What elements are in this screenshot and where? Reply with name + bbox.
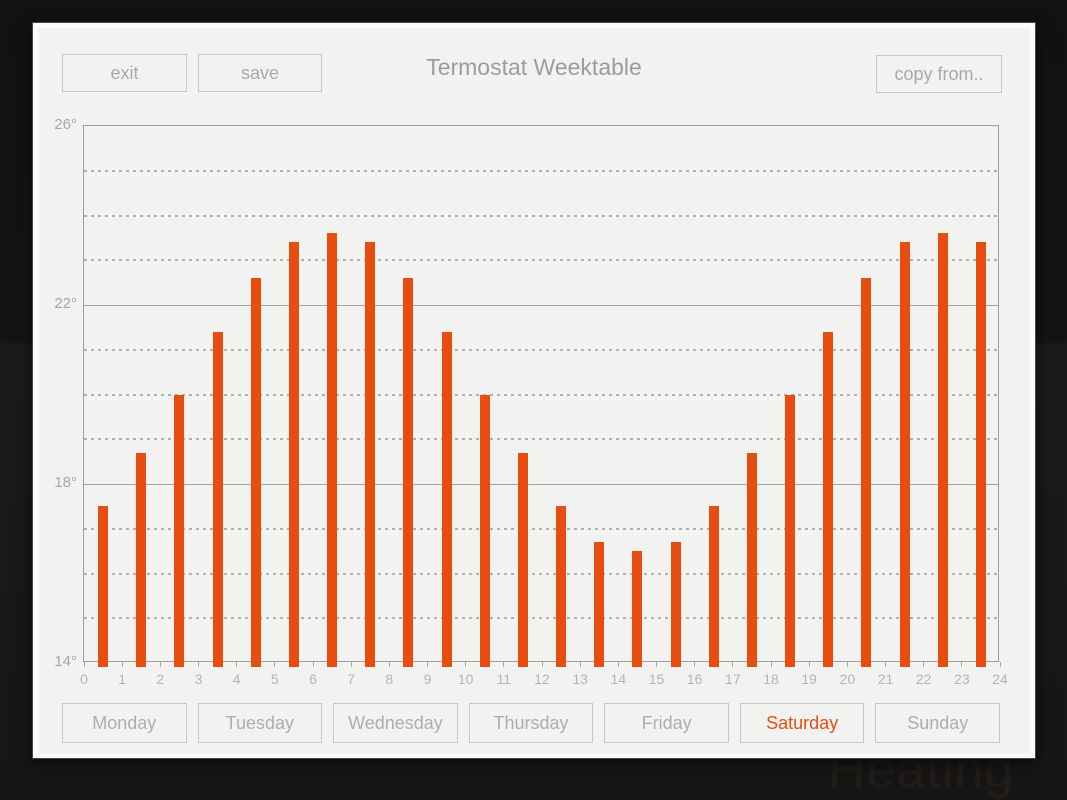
y-axis-label-26: 26° [54, 116, 77, 133]
exit-button[interactable]: exit [62, 54, 187, 92]
bar-hour-14[interactable] [632, 551, 643, 667]
bar-hour-16[interactable] [708, 506, 719, 667]
x-axis-tick-3 [198, 662, 199, 667]
x-axis-label-17: 17 [725, 671, 741, 687]
day-tab-wednesday[interactable]: Wednesday [333, 703, 458, 743]
x-axis-label-16: 16 [686, 671, 703, 687]
x-axis-label-19: 19 [801, 671, 817, 687]
x-axis-label-8: 8 [385, 671, 394, 687]
bar-hour-22[interactable] [937, 233, 948, 667]
x-axis-label-12: 12 [534, 671, 550, 687]
bar-hour-13[interactable] [594, 542, 605, 667]
save-button[interactable]: save [198, 54, 322, 92]
x-axis-label-23: 23 [954, 671, 970, 687]
gridline-minor [84, 214, 998, 217]
x-axis-label-14: 14 [610, 671, 627, 687]
bar-hour-8[interactable] [403, 278, 414, 667]
x-axis-label-22: 22 [915, 671, 932, 687]
x-axis-label-5: 5 [270, 671, 279, 687]
x-axis-tick-1 [121, 662, 123, 667]
day-tab-sunday[interactable]: Sunday [875, 703, 1001, 743]
x-axis-tick-0 [83, 662, 85, 667]
x-axis-label-1: 1 [118, 671, 127, 687]
x-axis-label-11: 11 [496, 671, 512, 687]
bar-hour-1[interactable] [136, 452, 147, 667]
x-axis-label-2: 2 [156, 671, 165, 687]
plot-area: 0 1 2 3 4 5 6 7 8 9 10 11 12 13 14 15 16 17 18 19 20 21 22 23 24 [80, 125, 1008, 687]
x-axis-label-3: 3 [194, 671, 203, 687]
bar-hour-19[interactable] [823, 331, 834, 667]
bar-hour-10[interactable] [479, 394, 490, 667]
x-axis-tick-15 [656, 662, 657, 667]
x-axis-tick-10 [465, 662, 467, 667]
copy-from-button[interactable]: copy from.. [876, 55, 1002, 93]
bar-hour-23[interactable] [975, 242, 986, 667]
x-axis-tick-6 [312, 662, 314, 667]
x-axis-label-6: 6 [309, 671, 317, 687]
bar-hour-9[interactable] [441, 331, 452, 667]
day-tab-thursday[interactable]: Thursday [468, 703, 594, 743]
bar-hour-2[interactable] [174, 394, 185, 667]
bar-hour-18[interactable] [785, 394, 796, 667]
x-axis-tick-16 [694, 662, 696, 667]
x-axis-tick-18 [770, 662, 772, 667]
bar-hour-21[interactable] [899, 242, 910, 667]
x-axis-tick-24 [999, 662, 1001, 667]
day-tab-monday[interactable]: Monday [62, 703, 187, 743]
bar-hour-15[interactable] [670, 542, 681, 667]
day-tab-tuesday[interactable]: Tuesday [197, 703, 323, 743]
x-axis-tick-7 [350, 662, 352, 667]
x-axis-label-20: 20 [839, 671, 856, 687]
bar-hour-20[interactable] [861, 278, 872, 667]
x-axis-tick-21 [885, 662, 886, 667]
x-axis-tick-23 [961, 662, 963, 667]
x-axis-tick-12 [541, 662, 543, 667]
bar-hour-4[interactable] [250, 278, 261, 667]
x-axis-tick-4 [236, 662, 238, 667]
x-axis-tick-20 [846, 662, 848, 667]
bar-hour-17[interactable] [746, 452, 757, 667]
bar-hour-6[interactable] [327, 233, 338, 667]
x-axis-tick-11 [503, 662, 505, 667]
x-axis-label-13: 13 [572, 671, 588, 687]
x-axis-label-21: 21 [877, 671, 894, 687]
bar-hour-7[interactable] [365, 242, 376, 667]
x-axis-tick-8 [388, 662, 390, 667]
x-axis-tick-19 [808, 662, 810, 667]
x-axis-label-24: 24 [992, 671, 1008, 687]
x-axis-tick-2 [159, 662, 161, 667]
gridline-minor [84, 259, 998, 262]
bar-hour-3[interactable] [212, 331, 223, 667]
x-axis-label-0: 0 [80, 671, 88, 687]
x-axis-label-15: 15 [648, 671, 665, 687]
thermostat-weektable-window: exit save Termostat Weektable copy from.… [33, 23, 1035, 758]
x-axis-tick-14 [617, 662, 619, 667]
x-axis-tick-13 [579, 662, 581, 667]
page-title: Termostat Weektable [426, 54, 642, 80]
bar-hour-11[interactable] [517, 452, 528, 667]
x-axis-tick-22 [923, 662, 925, 667]
x-axis-tick-9 [427, 662, 428, 667]
x-axis-label-9: 9 [423, 671, 432, 687]
day-tab-saturday[interactable]: Saturday [739, 703, 865, 743]
y-axis-label-18: 18° [54, 474, 77, 491]
x-axis-tick-5 [274, 662, 276, 667]
x-axis-tick-17 [732, 662, 734, 667]
bar-hour-5[interactable] [288, 242, 299, 667]
bar-hour-0[interactable] [98, 506, 109, 667]
bar-hour-12[interactable] [556, 506, 567, 667]
x-axis-label-10: 10 [457, 671, 474, 687]
x-axis-label-4: 4 [232, 671, 241, 687]
day-tabs: Monday Tuesday Wednesday Thursday Friday Satu… [62, 703, 1001, 743]
gridline-minor [84, 169, 998, 172]
x-axis-label-7: 7 [347, 671, 356, 687]
y-axis-label-14: 14° [54, 653, 77, 670]
x-axis-label-18: 18 [763, 671, 779, 687]
y-axis-label-22: 22° [54, 295, 77, 312]
day-tab-friday[interactable]: Friday [604, 703, 729, 743]
